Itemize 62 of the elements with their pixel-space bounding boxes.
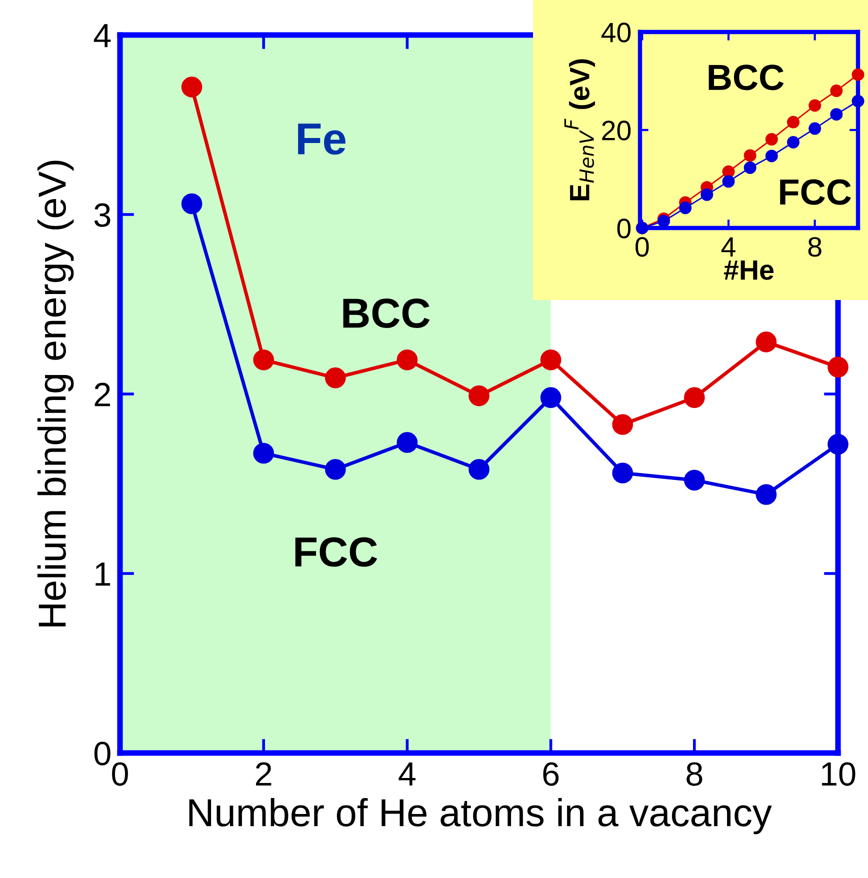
y-tick-label: 20	[602, 120, 631, 140]
point	[765, 133, 778, 146]
x-tick-label: 6	[543, 762, 559, 786]
point	[181, 193, 202, 214]
point	[181, 76, 202, 98]
series-label: FCC	[295, 537, 378, 567]
y-tick-label: 0	[94, 742, 110, 766]
point	[253, 349, 274, 370]
point	[786, 136, 800, 148]
point	[684, 470, 705, 491]
series-label: FCC	[780, 179, 851, 205]
annotation: Fe	[298, 124, 346, 155]
x-tick-label: 2	[256, 762, 272, 786]
point	[324, 367, 346, 388]
point	[744, 149, 756, 162]
y-tick-label: 4	[94, 24, 111, 48]
point	[830, 84, 843, 98]
x-axis-title: #He	[724, 260, 774, 280]
point	[700, 188, 714, 201]
point	[540, 349, 562, 370]
series-label: BCC	[343, 298, 430, 328]
point	[744, 161, 756, 174]
point	[722, 175, 735, 188]
point	[852, 68, 864, 81]
point	[540, 387, 562, 408]
point	[684, 387, 705, 408]
y-tick-label: 40	[601, 22, 631, 42]
y-axis-title: Helium binding energy (eV)	[37, 160, 74, 626]
point	[612, 462, 634, 484]
y-tick-label: 3	[94, 203, 110, 227]
y-axis-title: E$_{HenV}$$^{F}$ (eV)	[564, 59, 595, 200]
x-tick-label: 4	[398, 762, 416, 786]
point	[468, 458, 490, 480]
y-tick-label: 0	[617, 218, 631, 238]
x-tick-label: 10	[822, 762, 856, 786]
point	[756, 484, 777, 505]
point	[657, 214, 670, 228]
point	[612, 414, 634, 435]
y-tick-label: 2	[94, 382, 110, 406]
point	[253, 442, 274, 464]
point	[808, 99, 822, 112]
x-tick-label: 8	[808, 237, 822, 257]
point	[324, 458, 346, 480]
point	[396, 349, 418, 370]
point	[828, 434, 848, 455]
y-tick-label: 1	[96, 562, 110, 586]
point	[468, 385, 490, 406]
point	[786, 116, 800, 128]
point	[828, 356, 848, 378]
x-tick-label: 0	[636, 237, 649, 257]
point	[396, 432, 418, 453]
point	[852, 94, 864, 108]
point	[808, 122, 822, 135]
x-tick-label: 4	[721, 237, 736, 256]
point	[756, 332, 777, 352]
x-tick-label: 8	[686, 762, 702, 786]
point	[765, 150, 778, 162]
point	[679, 202, 692, 214]
x-tick-label: 0	[112, 762, 128, 786]
x-axis-title: Number of He atoms in a vacancy	[189, 798, 772, 834]
point	[830, 108, 843, 121]
series-label: BCC	[708, 64, 784, 90]
